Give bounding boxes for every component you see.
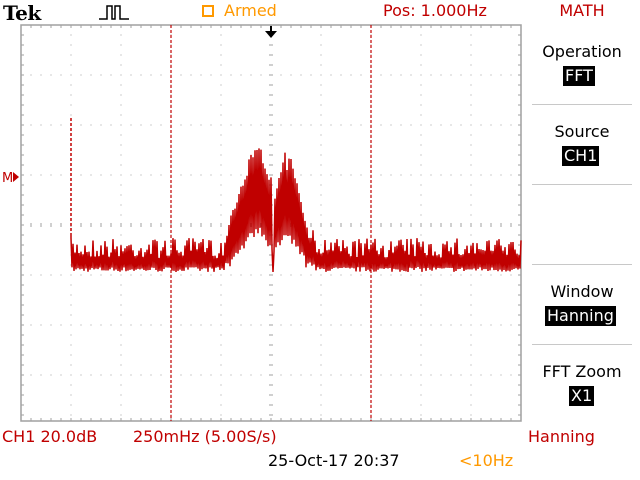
- menu-divider: [532, 264, 632, 265]
- date-time: 25-Oct-17 20:37: [268, 451, 400, 470]
- frequency-scale: 250mHz (5.00S/s): [133, 427, 277, 446]
- menu-divider: [532, 344, 632, 345]
- math-marker: M: [2, 171, 19, 186]
- brand-logo: Tek: [3, 1, 41, 25]
- trigger-position-icon: [265, 26, 277, 38]
- acquisition-status: Armed: [224, 1, 277, 20]
- menu-divider: [532, 184, 632, 185]
- fft-cursor-lines: [170, 25, 372, 421]
- channel-scale: CH1 20.0dB: [2, 427, 98, 446]
- math-marker-label: M: [2, 171, 13, 186]
- graticule: [20, 24, 522, 422]
- source-label[interactable]: Source: [554, 122, 610, 141]
- horizontal-position: Pos: 1.000Hz: [383, 1, 487, 20]
- source-value[interactable]: CH1: [562, 146, 600, 166]
- fft-zoom-value[interactable]: X1: [569, 386, 595, 406]
- pulse-trigger-icon: [99, 5, 129, 20]
- window-label[interactable]: Window: [550, 282, 614, 301]
- fft-trace: [70, 148, 522, 273]
- window-status: Hanning: [528, 427, 595, 446]
- top-bar: Tek Armed Pos: 1.000Hz MATH: [0, 0, 640, 25]
- operation-value[interactable]: FFT: [563, 66, 595, 86]
- fft-zoom-label[interactable]: FFT Zoom: [542, 362, 622, 381]
- menu-divider: [532, 104, 632, 105]
- trigger-frequency: <10Hz: [459, 451, 514, 470]
- operation-label[interactable]: Operation: [542, 42, 622, 61]
- armed-indicator-icon: [202, 5, 214, 17]
- window-value[interactable]: Hanning: [545, 306, 616, 326]
- menu-title: MATH: [559, 1, 605, 20]
